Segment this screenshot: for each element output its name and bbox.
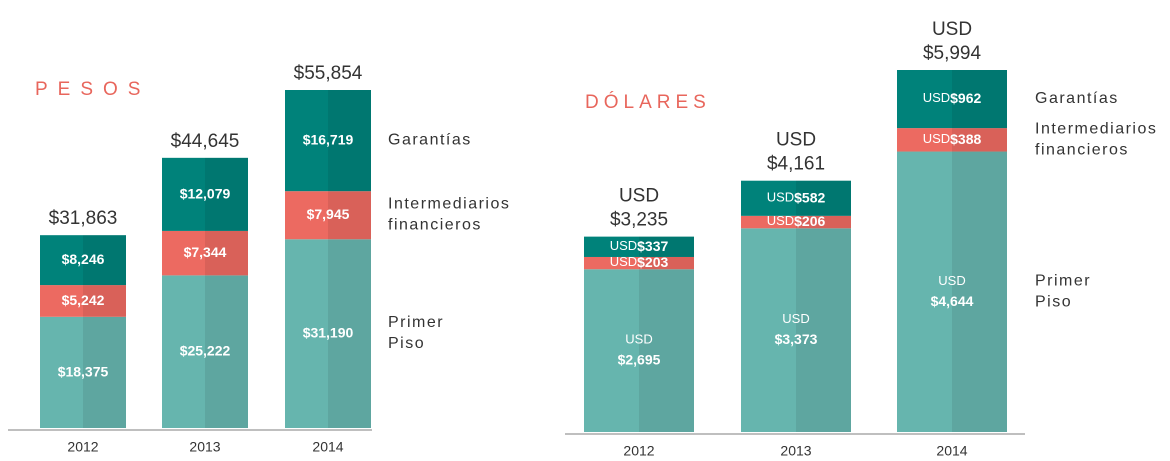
total-label: USD $3,235 xyxy=(610,186,668,231)
bar-segment xyxy=(162,230,248,276)
x-tick-label: 2012 xyxy=(67,439,98,455)
bar-segment xyxy=(897,128,1007,152)
x-tick-label: 2014 xyxy=(936,443,967,459)
bar-shade xyxy=(952,70,1007,129)
legend-label: Primer Piso xyxy=(388,314,444,352)
value-label: $12,079 xyxy=(180,185,231,201)
bar-shade xyxy=(83,316,126,428)
value-label: $8,246 xyxy=(62,251,105,267)
bar-shade xyxy=(205,275,248,428)
bar-segment xyxy=(162,157,248,231)
bar-segment xyxy=(285,191,371,240)
x-tick-label: 2013 xyxy=(780,443,811,459)
bar-segment xyxy=(162,275,248,428)
bar-segment xyxy=(285,90,371,192)
x-tick-label: 2013 xyxy=(189,439,220,455)
value-label: USD$203 xyxy=(610,254,669,270)
value-label: USD $2,695 xyxy=(618,332,661,367)
value-label: USD$337 xyxy=(610,238,669,254)
legend-label: Intermediarios financieros xyxy=(388,196,510,234)
bar-shade xyxy=(796,228,851,432)
legend-label: Intermediarios financieros xyxy=(1035,121,1157,159)
bar-segment xyxy=(741,228,851,432)
bar-shade xyxy=(639,256,694,270)
bar-shade xyxy=(205,157,248,231)
bar-segment xyxy=(40,316,126,428)
chart-title: DÓLARES xyxy=(585,91,711,113)
value-label: $7,344 xyxy=(184,244,227,260)
value-label: USD$962 xyxy=(923,90,982,106)
value-label: $25,222 xyxy=(180,342,231,358)
bar-segment xyxy=(584,236,694,257)
x-tick-label: 2012 xyxy=(623,443,654,459)
bar-segment xyxy=(285,239,371,428)
total-label: USD $4,161 xyxy=(767,130,825,175)
value-label: $5,242 xyxy=(62,292,105,308)
bar-shade xyxy=(952,128,1007,152)
bar-segment xyxy=(40,285,126,317)
legend-label: Garantías xyxy=(388,132,472,149)
total-label: USD $5,994 xyxy=(923,19,982,64)
bar-shade xyxy=(639,236,694,257)
value-label: $7,945 xyxy=(307,206,350,222)
bar-segment xyxy=(897,70,1007,129)
total-label: $31,863 xyxy=(49,208,118,229)
bar-segment xyxy=(584,269,694,432)
bar-shade xyxy=(328,90,371,192)
chart-title: PESOS xyxy=(35,79,150,100)
total-label: $55,854 xyxy=(294,63,363,84)
bar-shade xyxy=(328,191,371,240)
value-label: USD$206 xyxy=(767,213,826,229)
bar-segment xyxy=(897,151,1007,432)
bar-segment xyxy=(741,215,851,229)
bar-segment xyxy=(584,256,694,270)
value-label: $16,719 xyxy=(303,131,354,147)
value-label: USD $3,373 xyxy=(775,312,818,347)
value-label: $31,190 xyxy=(303,324,354,340)
legend-label: Garantías xyxy=(1035,90,1119,107)
bar-shade xyxy=(83,285,126,317)
bar-segment xyxy=(741,180,851,216)
value-label: $18,375 xyxy=(58,363,109,379)
value-label: USD $4,644 xyxy=(931,273,974,308)
bar-shade xyxy=(796,215,851,229)
bar-shade xyxy=(205,230,248,276)
total-label: $44,645 xyxy=(171,131,240,152)
bar-shade xyxy=(83,235,126,286)
bar-shade xyxy=(328,239,371,428)
bar-shade xyxy=(639,269,694,432)
value-label: USD$582 xyxy=(767,189,826,205)
bar-shade xyxy=(796,180,851,216)
bar-segment xyxy=(40,235,126,286)
value-label: USD$388 xyxy=(923,131,982,147)
legend-label: Primer Piso xyxy=(1035,272,1091,310)
x-tick-label: 2014 xyxy=(312,439,343,455)
bar-shade xyxy=(952,151,1007,432)
